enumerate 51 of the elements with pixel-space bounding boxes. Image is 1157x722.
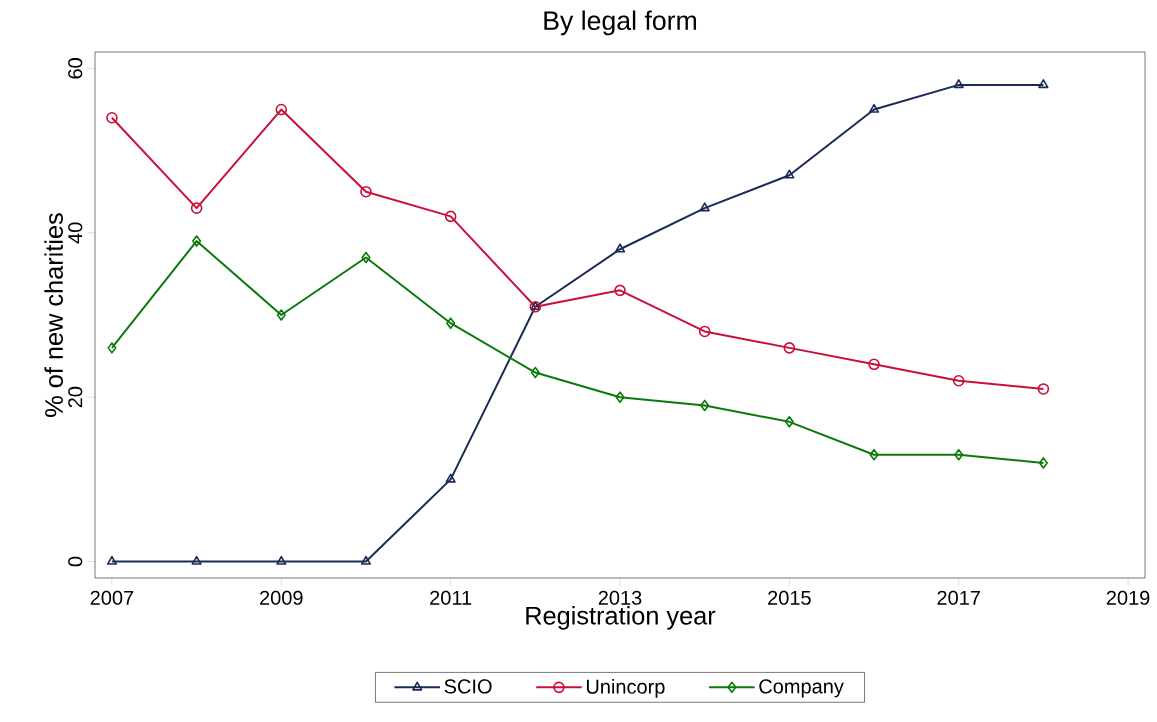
chart-title: By legal form [544, 10, 697, 36]
point [1037, 383, 1050, 395]
point [192, 235, 202, 247]
point [446, 317, 456, 330]
point [361, 251, 371, 264]
point [275, 103, 288, 116]
y-tick-label: 40 [68, 222, 83, 244]
point [276, 555, 287, 565]
point [360, 185, 372, 198]
point [615, 391, 625, 403]
x-tick-label: 2019 [1106, 590, 1150, 605]
x-tick-label: 2009 [260, 590, 303, 605]
point [1038, 457, 1048, 469]
x-tick-label: 2011 [430, 590, 472, 605]
point [869, 448, 879, 461]
point [1038, 79, 1049, 89]
point [276, 309, 286, 321]
point [783, 342, 796, 354]
point [106, 111, 118, 124]
legend-label: Unincorp [586, 679, 665, 698]
y-tick-label: 0 [68, 556, 83, 567]
point [954, 448, 964, 461]
point [699, 202, 710, 212]
point [191, 555, 202, 565]
x-tick-label: 2007 [90, 590, 134, 605]
point [190, 202, 203, 214]
point [784, 169, 795, 179]
legend-label: Company [759, 679, 844, 698]
point [107, 342, 117, 354]
point [953, 79, 964, 89]
point [530, 366, 540, 379]
x-tick-label: 2017 [937, 590, 980, 605]
point [698, 325, 711, 338]
point [360, 555, 372, 565]
legend-label: SCIO [444, 679, 492, 694]
point [868, 103, 880, 113]
point [868, 358, 880, 371]
y-axis-title: % of new charities [44, 213, 63, 417]
point [614, 284, 626, 297]
point [614, 243, 626, 253]
x-axis-title: Registration year [526, 606, 716, 630]
y-tick-label: 60 [68, 58, 83, 79]
point [444, 210, 457, 223]
point [952, 374, 965, 387]
y-tick-label: 20 [68, 386, 83, 408]
point [445, 473, 456, 483]
x-tick-label: 2013 [598, 590, 642, 605]
point [784, 416, 794, 428]
point [700, 399, 710, 412]
x-tick-label: 2015 [768, 590, 811, 605]
point [106, 555, 118, 565]
